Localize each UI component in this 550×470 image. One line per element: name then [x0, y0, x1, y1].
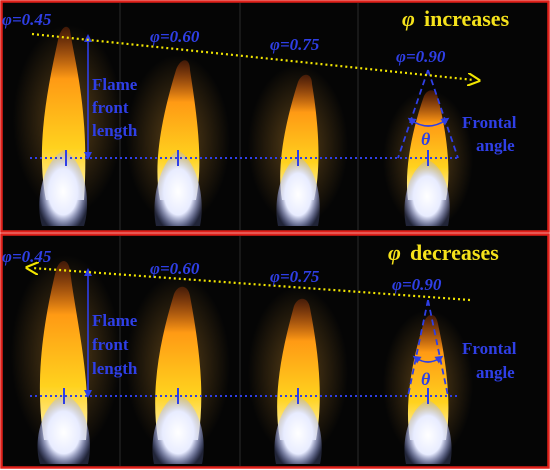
flame-phi-045	[13, 25, 123, 226]
flame-phi-075	[248, 65, 348, 226]
flame-label-phi-060: φ=0.60	[150, 27, 200, 46]
flame-label-phi-045: φ=0.45	[2, 247, 52, 266]
trend-guide-left	[32, 268, 471, 302]
heading-phi-symbol: φ	[402, 6, 415, 31]
flame-phi-060	[126, 55, 230, 226]
frontal-angle-cone	[407, 299, 449, 397]
frontal-angle-cone	[397, 69, 459, 159]
angle-theta-symbol: θ	[421, 129, 431, 149]
angle-label: Frontal angle	[462, 113, 521, 155]
panel-increase: φ=0.45 φ=0.60 φ=0.75 φ=0.90 φ increases …	[0, 0, 550, 233]
heading-phi-symbol: φ	[388, 240, 401, 265]
heading-text: increases	[424, 6, 510, 31]
flame-label-phi-075: φ=0.75	[270, 267, 320, 286]
flame-label-phi-090: φ=0.90	[396, 47, 446, 66]
flame-phi-075	[248, 287, 348, 464]
trend-guide-right	[31, 32, 474, 80]
flame-phi-060	[126, 275, 230, 464]
burner-tick-marks	[65, 150, 429, 166]
flame-phi-090	[383, 310, 473, 464]
flame-label-phi-090: φ=0.90	[392, 275, 442, 294]
frontal-angle-arc	[412, 355, 444, 364]
angle-label: Frontal angle	[462, 339, 521, 382]
frontal-angle-arc	[407, 117, 450, 127]
flame-label-phi-060: φ=0.60	[150, 259, 200, 278]
flame-label-phi-075: φ=0.75	[270, 35, 320, 54]
burner-tick-marks	[63, 388, 429, 404]
angle-theta-symbol: θ	[421, 369, 431, 389]
panel-decrease: φ=0.45 φ=0.60 φ=0.75 φ=0.90 φ decreases …	[0, 233, 550, 469]
flame-label-phi-045: φ=0.45	[2, 10, 52, 29]
heading-text: decreases	[410, 240, 499, 265]
length-label: Flame front length	[92, 311, 142, 378]
length-label: Flame front length	[92, 75, 142, 140]
